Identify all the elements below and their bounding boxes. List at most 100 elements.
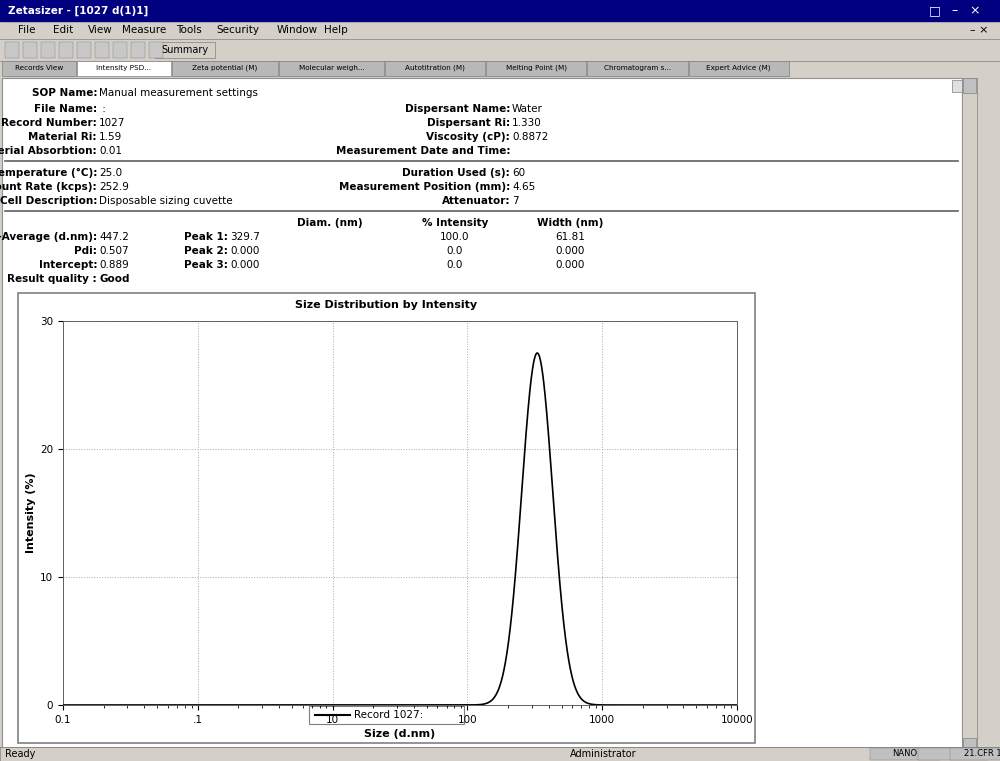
Text: Intercept:: Intercept: (38, 260, 97, 270)
Bar (0, 21, 1000, 39)
Text: File: File (18, 25, 36, 35)
Text: □: □ (929, 4, 941, 17)
Text: 0.0: 0.0 (447, 246, 463, 256)
Text: Cell Description:: Cell Description: (0, 196, 97, 206)
Text: Measurement Date and Time:: Measurement Date and Time: (336, 146, 510, 156)
Text: 1027: 1027 (99, 118, 125, 128)
Bar (950, 748, 1000, 760)
Text: View: View (88, 25, 112, 35)
Text: Intensity PSD...: Intensity PSD... (96, 65, 152, 71)
Text: Record 1027:: Record 1027: (354, 710, 423, 720)
Bar (2, 61, 76, 76)
X-axis label: Size (d.nm): Size (d.nm) (364, 729, 436, 739)
Text: File Name:: File Name: (34, 104, 97, 114)
Text: Disposable sizing cuvette: Disposable sizing cuvette (99, 196, 233, 206)
Text: 1.330: 1.330 (512, 118, 542, 128)
Text: Dispersant Ri:: Dispersant Ri: (427, 118, 510, 128)
Bar (963, 738, 976, 753)
Text: ×: × (970, 4, 980, 17)
Bar (918, 748, 988, 760)
Text: Result quality :: Result quality : (7, 274, 97, 284)
Text: 7: 7 (512, 196, 519, 206)
Text: Material Absorbtion:: Material Absorbtion: (0, 146, 97, 156)
Bar (95, 42, 109, 58)
Text: Peak 3:: Peak 3: (184, 260, 228, 270)
Text: Peak 2:: Peak 2: (184, 246, 228, 256)
Text: Material Ri:: Material Ri: (28, 132, 97, 142)
Text: 252.9: 252.9 (99, 182, 129, 192)
Text: SOP Name:: SOP Name: (32, 88, 97, 98)
Text: Records View: Records View (15, 65, 63, 71)
Text: 0.000: 0.000 (230, 246, 259, 256)
Text: Peak 1:: Peak 1: (184, 232, 228, 242)
Bar (172, 61, 278, 76)
Bar (0, 59, 1000, 76)
Text: Autotitration (M): Autotitration (M) (405, 65, 465, 72)
Bar (0, 747, 1000, 761)
Text: 4.65: 4.65 (512, 182, 535, 192)
Text: 0.8872: 0.8872 (512, 132, 548, 142)
Text: Size Distribution by Intensity: Size Distribution by Intensity (295, 300, 478, 310)
Text: 25.0: 25.0 (99, 168, 122, 178)
Text: Measurement Position (mm):: Measurement Position (mm): (339, 182, 510, 192)
Text: Expert Advice (M): Expert Advice (M) (706, 65, 771, 72)
Text: Edit: Edit (53, 25, 73, 35)
Bar (131, 42, 145, 58)
Bar (5, 42, 19, 58)
Text: Window: Window (276, 25, 318, 35)
Text: Security: Security (217, 25, 260, 35)
Text: 0.889: 0.889 (99, 260, 129, 270)
Text: Tools: Tools (176, 25, 202, 35)
Text: 0.000: 0.000 (555, 260, 585, 270)
Text: Good: Good (99, 274, 130, 284)
Bar (149, 42, 163, 58)
Text: Dispersant Name:: Dispersant Name: (405, 104, 510, 114)
Text: 60: 60 (512, 168, 525, 178)
Text: Zetasizer - [1027 d(1)1]: Zetasizer - [1027 d(1)1] (8, 5, 148, 16)
Text: % Intensity: % Intensity (422, 218, 488, 228)
Bar (385, 61, 485, 76)
Text: Measure: Measure (122, 25, 167, 35)
Text: 100.0: 100.0 (440, 232, 470, 242)
Text: Melting Point (M): Melting Point (M) (506, 65, 567, 72)
Y-axis label: Intensity (%): Intensity (%) (26, 473, 36, 553)
Bar (0, 39, 1000, 61)
Text: Diam. (nm): Diam. (nm) (297, 218, 363, 228)
Text: –: – (952, 4, 958, 17)
Text: Chromatogram s...: Chromatogram s... (604, 65, 671, 71)
Bar (77, 61, 171, 76)
Bar (486, 61, 586, 76)
Text: Water: Water (512, 104, 543, 114)
Bar (962, 78, 977, 753)
Text: Count Rate (kcps):: Count Rate (kcps): (0, 182, 97, 192)
Bar (952, 80, 962, 92)
Bar (77, 42, 91, 58)
Text: 61.81: 61.81 (555, 232, 585, 242)
Bar (18, 293, 755, 743)
Text: Zeta potential (M): Zeta potential (M) (192, 65, 258, 72)
Bar (41, 42, 55, 58)
Bar (963, 78, 976, 93)
Bar (688, 61, 789, 76)
Bar (113, 42, 127, 58)
Text: 0.0: 0.0 (447, 260, 463, 270)
Text: 0.000: 0.000 (230, 260, 259, 270)
Text: Attenuator:: Attenuator: (442, 196, 510, 206)
Text: 0.000: 0.000 (555, 246, 585, 256)
Text: Help: Help (324, 25, 347, 35)
Text: Molecular weigh...: Molecular weigh... (299, 65, 364, 71)
Text: Record Number:: Record Number: (1, 118, 97, 128)
Bar (2, 78, 962, 753)
Text: – ×: – × (970, 25, 988, 35)
Text: Administrator: Administrator (570, 749, 637, 759)
Text: Temperature (°C):: Temperature (°C): (0, 168, 97, 178)
Bar (870, 748, 940, 760)
Text: 21.CFR 11: 21.CFR 11 (964, 750, 1000, 759)
Text: Manual measurement settings: Manual measurement settings (99, 88, 258, 98)
Text: Ready: Ready (5, 749, 35, 759)
Bar (59, 42, 73, 58)
Text: Summary: Summary (161, 45, 209, 55)
Text: NANO: NANO (892, 750, 918, 759)
Bar (155, 42, 215, 58)
Text: 0.01: 0.01 (99, 146, 122, 156)
